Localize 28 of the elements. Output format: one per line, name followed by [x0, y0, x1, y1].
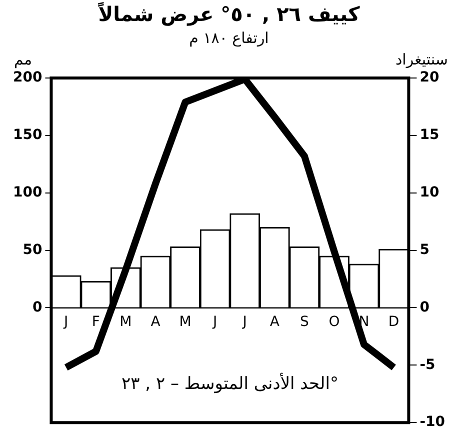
x-tick-label: O	[328, 314, 340, 330]
y2-axis-title: سنتيغراد	[395, 50, 448, 68]
y-axis-title: مم	[14, 50, 32, 68]
x-tick-label: J	[212, 314, 218, 330]
annotation: الحد الأدنى المتوسط – ٢ , ٢٣°	[121, 372, 338, 394]
y2-tick-label: 10	[420, 184, 440, 201]
x-tick-label: J	[63, 314, 68, 330]
y2-tick-label: -5	[420, 356, 436, 373]
y-tick-label: 100	[12, 184, 42, 201]
x-tick-label: M	[120, 314, 132, 330]
y2-tick-label: -10	[420, 414, 446, 430]
y2-tick-label: 0	[420, 299, 430, 316]
y-tick-label: 200	[12, 70, 42, 86]
y2-tick-label: 5	[420, 242, 430, 258]
x-tick-label: M	[179, 314, 192, 330]
y-tick-label: 150	[12, 127, 42, 144]
y2-tick-label: 15	[420, 127, 440, 144]
chart-title: كييف ٢٦ , ٥٠° عرض شمالاً	[98, 1, 360, 26]
x-tick-label: A	[150, 314, 161, 330]
x-tick-label: S	[300, 314, 309, 330]
x-tick-label: D	[388, 314, 400, 330]
y2-tick-label: 20	[420, 70, 440, 86]
x-tick-label: F	[92, 314, 100, 330]
y-tick-label: 0	[32, 299, 42, 316]
x-tick-label: J	[242, 314, 247, 330]
x-tick-label: A	[270, 314, 280, 330]
y-tick-label: 50	[22, 242, 42, 258]
chart-subtitle: ارتفاع ١٨٠ م	[189, 28, 269, 47]
